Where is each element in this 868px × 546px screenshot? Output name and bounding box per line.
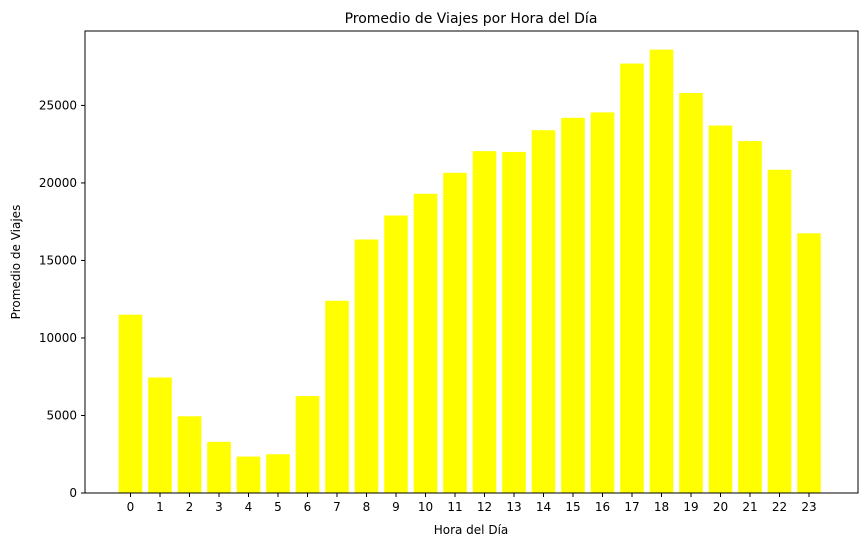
bar-hour-7: [325, 300, 349, 493]
bar-hour-18: [649, 49, 674, 493]
x-tick-label: 2: [186, 500, 194, 514]
bar-hour-20: [708, 125, 733, 494]
x-tick-label: 4: [245, 500, 253, 514]
bar-hour-22: [767, 169, 792, 493]
x-tick-label: 1: [156, 500, 164, 514]
y-axis-ticks: 0 5000 10000 15000 20000 25000: [39, 98, 85, 500]
bar-hour-10: [413, 193, 438, 494]
bar-hour-11: [443, 172, 467, 493]
x-tick-label: 12: [477, 500, 492, 514]
y-tick-label: 10000: [39, 331, 77, 345]
y-axis-label: Promedio de Viajes: [9, 205, 23, 320]
bar-hour-17: [620, 63, 644, 494]
bar-hour-21: [738, 141, 762, 493]
x-tick-label: 19: [683, 500, 698, 514]
bar-hour-6: [295, 396, 320, 493]
x-tick-label: 22: [772, 500, 787, 514]
x-tick-label: 8: [363, 500, 371, 514]
x-tick-label: 23: [801, 500, 816, 514]
bar-hour-16: [590, 112, 615, 494]
bar-hour-9: [384, 215, 408, 493]
x-tick-label: 7: [333, 500, 341, 514]
x-tick-label: 0: [127, 500, 135, 514]
y-tick-label: 5000: [46, 408, 77, 422]
x-tick-label: 14: [536, 500, 551, 514]
bar-hour-4: [236, 456, 261, 493]
bars-group: [118, 49, 821, 494]
x-axis-ticks: 0 1 2 3 4 5 6 7 8 9 10 11 12 13 14 15 16 17 18 19 20 21 22 23: [127, 493, 817, 514]
y-tick-label: 25000: [39, 98, 77, 112]
bar-hour-19: [679, 93, 703, 493]
plot-frame: [84, 30, 859, 494]
x-axis-label: Hora del Día: [434, 523, 509, 537]
x-tick-label: 11: [447, 500, 462, 514]
y-tick-label: 15000: [39, 253, 77, 267]
x-tick-label: 3: [215, 500, 223, 514]
y-tick-label: 0: [69, 486, 77, 500]
x-tick-label: 10: [418, 500, 433, 514]
x-tick-label: 6: [304, 500, 312, 514]
x-tick-label: 16: [595, 500, 610, 514]
bar-hour-1: [148, 377, 172, 493]
x-tick-label: 13: [506, 500, 521, 514]
bar-hour-2: [177, 416, 202, 493]
chart-title: Promedio de Viajes por Hora del Día: [345, 11, 598, 27]
x-tick-label: 21: [742, 500, 757, 514]
bar-hour-14: [531, 130, 556, 493]
x-tick-label: 15: [565, 500, 580, 514]
x-tick-label: 20: [713, 500, 728, 514]
x-tick-label: 17: [624, 500, 639, 514]
x-tick-label: 5: [274, 500, 282, 514]
bar-hour-8: [354, 239, 379, 493]
bar-hour-13: [502, 151, 526, 493]
bar-hour-3: [207, 441, 231, 493]
bar-hour-15: [561, 117, 585, 494]
bar-hour-12: [472, 151, 497, 493]
x-tick-label: 18: [654, 500, 669, 514]
bar-hour-0: [118, 314, 143, 493]
bar-hour-23: [797, 233, 821, 493]
x-tick-label: 9: [392, 500, 400, 514]
bar-hour-5: [266, 454, 290, 493]
y-tick-label: 20000: [39, 176, 77, 190]
